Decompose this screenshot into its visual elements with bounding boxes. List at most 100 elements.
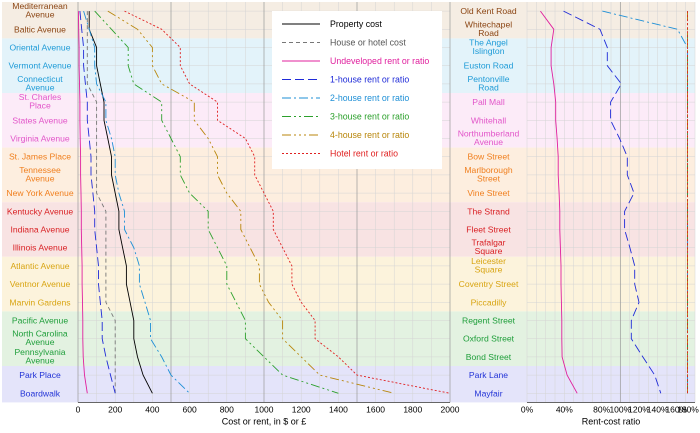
us-label-line: Avenue — [26, 173, 55, 183]
us-label-line: North Carolina — [12, 329, 68, 339]
x-tick-label: 1400 — [329, 404, 348, 414]
uk-label: Bow Street — [467, 152, 510, 162]
main-series — [77, 10, 451, 394]
us-label: Illinois Avenue — [13, 243, 68, 253]
us-label: Vermont Avenue — [9, 61, 72, 71]
x-tick-label: 200 — [108, 404, 122, 414]
us-label: Indiana Avenue — [10, 225, 69, 235]
legend-entry: Hotel rent or ratio — [330, 149, 398, 159]
uk-label: Park Lane — [469, 370, 508, 380]
uk-label-line: Street — [477, 173, 501, 183]
us-label-line: New York Avenue — [6, 188, 73, 198]
us-label-line: Connecticut — [17, 74, 63, 84]
us-label: Park Place — [19, 370, 61, 380]
us-label-line: Pennsylvania — [14, 347, 65, 357]
us-label: Pacific Avenue — [12, 316, 68, 326]
us-label: Tennessee Avenue — [19, 165, 61, 184]
uk-label: Vine Street — [467, 188, 510, 198]
uk-label-line: Fleet Street — [466, 225, 511, 235]
uk-label-line: Park Lane — [469, 370, 508, 380]
uk-label-line: Islington — [472, 46, 504, 56]
ratio-tick-label: 140% — [647, 404, 669, 414]
x-tick-label: 1800 — [403, 404, 422, 414]
uk-label-line: Whitechapel — [465, 19, 512, 29]
series-line — [77, 11, 88, 394]
uk-label-line: Piccadilly — [471, 297, 508, 307]
us-label-line: States Avenue — [12, 115, 67, 125]
uk-label: Coventry Street — [459, 279, 519, 289]
legend-entry: 2-house rent or ratio — [330, 93, 409, 103]
uk-label-line: Bow Street — [467, 152, 510, 162]
us-label: Kentucky Avenue — [7, 206, 73, 216]
uk-label-line: Square — [475, 264, 503, 274]
legend-entry: 4-house rent or ratio — [330, 130, 409, 140]
us-label: Marvin Gardens — [9, 297, 70, 307]
ratio-axis-title: Rent-cost ratio — [582, 416, 641, 426]
us-label: North Carolina Avenue — [12, 329, 68, 348]
legend-box — [272, 11, 442, 169]
us-label: Atlantic Avenue — [10, 261, 69, 271]
uk-label: Euston Road — [464, 61, 514, 71]
uk-label-line: Square — [475, 246, 503, 256]
legend-entry: 1-house rent or ratio — [330, 75, 409, 85]
uk-label: Trafalgar Square — [471, 238, 505, 257]
x-tick-label: 1200 — [292, 404, 311, 414]
legend-entry: 3-house rent or ratio — [330, 112, 409, 122]
series-line — [86, 11, 116, 394]
us-label-line: Tennessee — [19, 165, 61, 175]
uk-label: Leicester Square — [471, 256, 506, 275]
us-label-line: Boardwalk — [20, 388, 61, 398]
uk-label-line: Whitehall — [471, 115, 506, 125]
us-label-line: Marvin Gardens — [9, 297, 70, 307]
us-label: St. Charles Place — [19, 92, 62, 111]
uk-label: Piccadilly — [471, 297, 508, 307]
x-tick-label: 1600 — [366, 404, 385, 414]
uk-label: Whitechapel Road — [465, 19, 512, 38]
us-label: Baltic Avenue — [14, 24, 66, 34]
ratio-line — [563, 10, 662, 394]
us-label-line: Avenue — [26, 337, 55, 347]
us-label: Connecticut Avenue — [17, 74, 63, 93]
ratio-line — [602, 10, 688, 394]
us-label: St. James Place — [9, 152, 71, 162]
us-label-line: Indiana Avenue — [10, 225, 69, 235]
uk-label: Whitehall — [471, 115, 506, 125]
uk-label: Pentonville Road — [467, 74, 509, 93]
series-line — [124, 10, 451, 394]
uk-label: Bond Street — [466, 352, 512, 362]
us-label: States Avenue — [12, 115, 67, 125]
uk-label-line: Trafalgar — [471, 238, 505, 248]
us-label-line: Mediterranean — [12, 1, 68, 11]
uk-label-line: Euston Road — [464, 61, 514, 71]
us-label: Virginia Avenue — [10, 134, 70, 144]
group-band — [2, 366, 695, 403]
uk-label: Oxford Street — [463, 334, 515, 344]
us-label-line: Virginia Avenue — [10, 134, 70, 144]
uk-label-line: Pentonville — [467, 74, 509, 84]
series-line — [107, 10, 395, 394]
uk-label: The Angel Islington — [469, 38, 508, 57]
us-label-line: St. Charles — [19, 92, 62, 102]
legend-entry: House or hotel cost — [330, 38, 406, 48]
legend-entry: Property cost — [330, 19, 382, 29]
us-label-line: Park Place — [19, 370, 61, 380]
us-label: Pennsylvania Avenue — [14, 347, 65, 366]
uk-label-line: Pall Mall — [472, 97, 505, 107]
x-tick-label: 0 — [76, 404, 81, 414]
axes: 0 200 400 600 800 1000 1200 1400 1600 1800 2000 0% 4… — [76, 401, 699, 426]
uk-label-line: The Angel — [469, 38, 508, 48]
uk-label: Pall Mall — [472, 97, 505, 107]
us-label: New York Avenue — [6, 188, 73, 198]
us-label: Boardwalk — [20, 388, 61, 398]
us-label: Oriental Avenue — [10, 43, 71, 53]
ratio-tick-label: 120% — [628, 404, 650, 414]
ratio-tick-label: 40% — [556, 404, 573, 414]
series-line — [79, 11, 116, 394]
uk-label-line: Bond Street — [466, 352, 512, 362]
us-label-line: Ventnor Avenue — [10, 279, 71, 289]
uk-label-line: Road — [478, 28, 499, 38]
uk-label-line: Avenue — [474, 137, 503, 147]
uk-label-line: Leicester — [471, 256, 506, 266]
